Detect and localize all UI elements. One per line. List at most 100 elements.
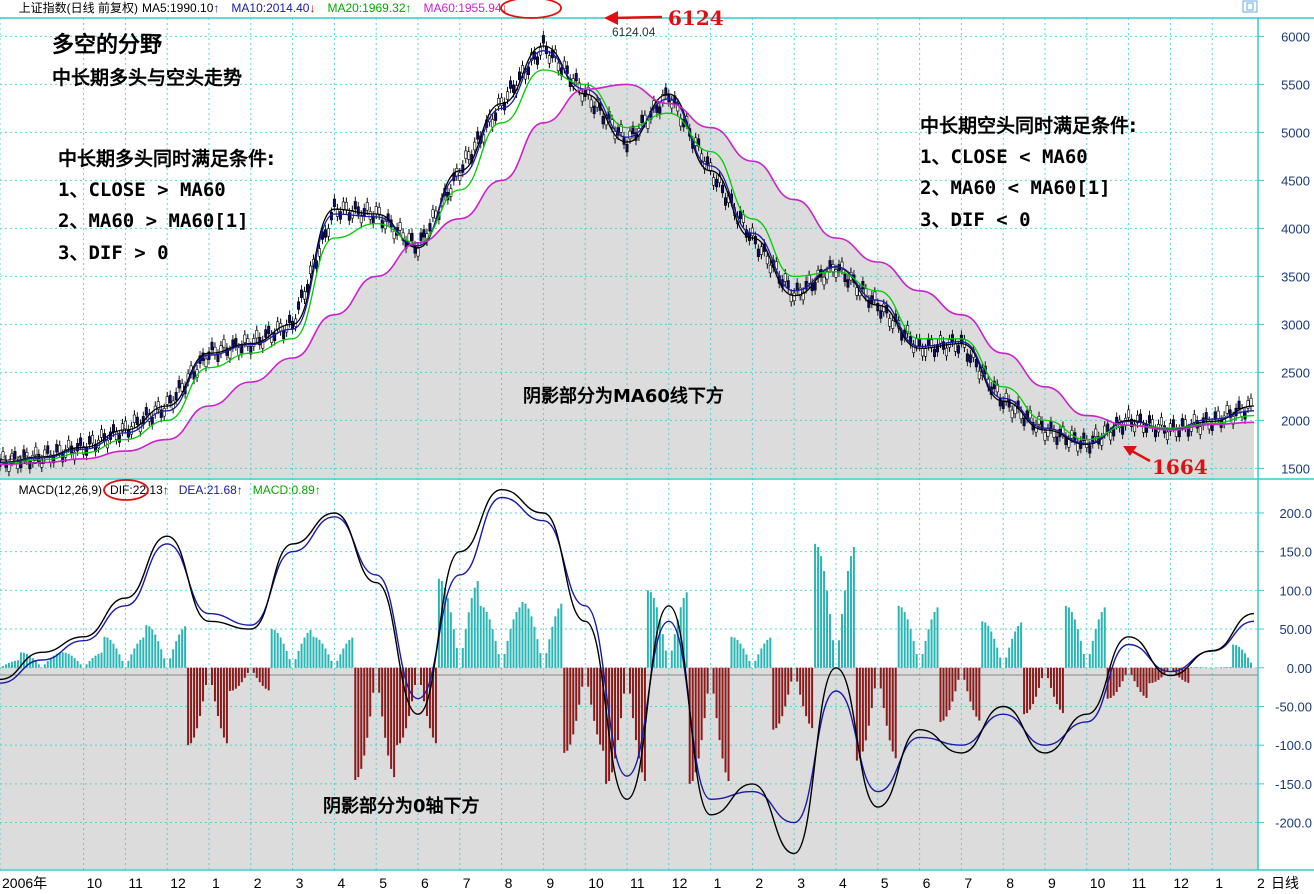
candle-body xyxy=(565,65,569,74)
candle-body xyxy=(1228,409,1232,418)
candle-body xyxy=(353,201,357,210)
date-label: 6 xyxy=(923,875,931,891)
candle-body xyxy=(825,271,829,280)
candle-body xyxy=(933,348,937,358)
candle-body xyxy=(661,94,665,103)
candle-body xyxy=(347,212,351,221)
candle-body xyxy=(1082,432,1086,441)
trough-label: 1664 xyxy=(1152,455,1208,479)
candle-body xyxy=(100,429,104,438)
price-tick-label: 5500 xyxy=(1281,77,1310,92)
candle-body xyxy=(410,232,414,242)
candle-body xyxy=(1055,436,1059,445)
candle-body xyxy=(129,426,133,435)
candle-body xyxy=(359,214,363,224)
candle-body xyxy=(918,338,922,347)
peak-arrowhead xyxy=(604,11,618,25)
candle-body xyxy=(374,206,378,215)
date-label: 7 xyxy=(964,875,972,891)
candle-body xyxy=(909,335,913,345)
candle-body xyxy=(804,281,808,290)
candle-body xyxy=(712,177,716,186)
start-value: 1547.91 xyxy=(2,453,46,467)
candle-body xyxy=(1136,414,1140,424)
ma60-arrow: ↓ xyxy=(502,1,508,15)
macd-name: MACD(12,26,9) xyxy=(19,483,102,497)
date-label: 1 xyxy=(1215,875,1223,891)
candle-body xyxy=(252,338,256,347)
date-label: 11 xyxy=(1132,875,1147,891)
candle-body xyxy=(998,398,1002,407)
candle-body xyxy=(264,329,268,338)
candle-body xyxy=(1043,432,1047,441)
candle-body xyxy=(135,416,139,426)
candle-body xyxy=(1165,431,1169,440)
bear-conditions-title: 中长期空头同时满足条件: xyxy=(920,114,1137,137)
macd-tick-label: 150.0 xyxy=(1279,545,1312,560)
candle-body xyxy=(82,446,86,455)
candle-body xyxy=(888,318,892,327)
peak-arrow xyxy=(611,15,663,20)
chart-title: 上证指数(日线 前复权) xyxy=(19,0,138,15)
candle-body xyxy=(416,248,420,257)
date-label: 2006年 xyxy=(2,875,47,891)
peak-value: 6124.04 xyxy=(612,25,656,39)
date-label: 3 xyxy=(296,875,304,891)
candle-body xyxy=(789,293,793,303)
candle-body xyxy=(228,350,232,359)
candle-body xyxy=(798,287,802,297)
candle-body xyxy=(303,291,307,300)
candle-body xyxy=(724,197,728,206)
date-label: 12 xyxy=(1173,875,1189,891)
window-toggle-icon-inner xyxy=(1246,2,1254,11)
line-dea xyxy=(0,496,1255,824)
candle-body xyxy=(267,325,271,335)
candle-body xyxy=(117,434,121,443)
candle-body xyxy=(503,101,507,111)
candle-body xyxy=(1040,420,1044,430)
candle-body xyxy=(786,280,790,289)
date-label: 1 xyxy=(212,875,220,891)
candle-body xyxy=(1013,405,1017,414)
candle-body xyxy=(1171,419,1175,428)
annotation-subtitle: 中长期多头与空头走势 xyxy=(52,66,242,89)
candle-body xyxy=(1159,417,1163,426)
candle-body xyxy=(1216,410,1220,420)
candle-body xyxy=(753,235,757,245)
ma20-label: MA20:1969.32 xyxy=(327,1,405,15)
bull-condition-3: 3、DIF > 0 xyxy=(58,242,169,264)
candle-body xyxy=(1130,418,1134,428)
date-label: 11 xyxy=(630,875,645,891)
candle-body xyxy=(1186,428,1190,437)
candle-body xyxy=(1121,426,1125,435)
candle-body xyxy=(547,55,551,64)
candle-body xyxy=(144,407,148,416)
date-label: 2 xyxy=(1257,875,1265,891)
candle-body xyxy=(721,184,725,194)
candle-body xyxy=(243,334,247,343)
candle-body xyxy=(625,143,629,153)
candle-body xyxy=(365,202,369,211)
candle-body xyxy=(34,446,38,456)
window-toggle-icon[interactable] xyxy=(1242,0,1258,13)
candle-body xyxy=(795,282,799,291)
candle-body xyxy=(1094,428,1098,437)
peak-label: 6124 xyxy=(668,6,724,30)
price-tick-label: 4500 xyxy=(1281,173,1310,188)
candle-body xyxy=(876,302,880,312)
candle-body xyxy=(419,232,423,241)
candle-body xyxy=(458,172,462,181)
candle-body xyxy=(846,279,850,288)
price-tick-label: 4000 xyxy=(1281,221,1310,236)
candle-body xyxy=(120,423,124,432)
annotation-title: 多空的分野 xyxy=(52,32,162,58)
candle-body xyxy=(431,209,435,218)
candle-body xyxy=(13,451,17,460)
candle-body xyxy=(159,409,163,418)
date-label: 5 xyxy=(881,875,889,891)
candle-body xyxy=(956,345,960,354)
candle-body xyxy=(1088,445,1092,454)
candle-body xyxy=(518,71,522,80)
candle-body xyxy=(123,420,127,430)
dea-arrow: ↑ xyxy=(237,483,243,497)
